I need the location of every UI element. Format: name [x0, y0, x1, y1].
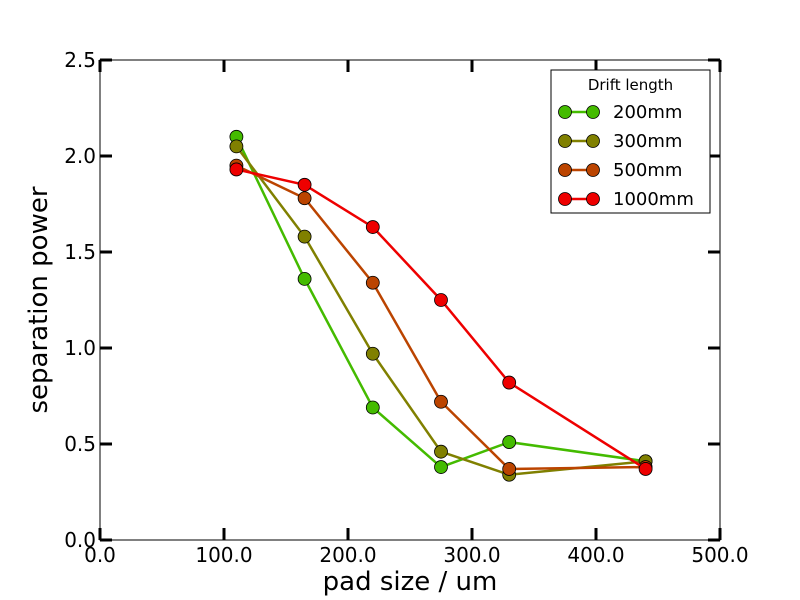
legend-swatch-marker: [586, 192, 600, 206]
data-point-1000mm: [365, 220, 380, 234]
y-tick-label: 2.0: [64, 144, 96, 168]
legend-swatch-marker: [586, 134, 600, 148]
data-point-200mm: [365, 400, 380, 415]
y-tick-label: 0.5: [64, 432, 96, 456]
legend-title: Drift length: [588, 76, 673, 94]
series-line-300mm: [235, 145, 646, 476]
data-point-1000mm: [229, 162, 244, 177]
axes-frame: [99, 59, 721, 541]
data-point-500mm: [297, 191, 312, 206]
legend-swatch-marker: [558, 192, 572, 206]
legend-label: 300mm: [613, 131, 682, 152]
data-point-300mm: [434, 444, 448, 459]
data-point-1000mm: [434, 293, 448, 307]
legend-swatch-marker: [586, 105, 600, 119]
data-point-500mm: [502, 462, 517, 476]
data-point-300mm: [229, 139, 244, 154]
y-axis-label: separation power: [24, 186, 54, 413]
x-tick-label: 400.0: [567, 543, 624, 567]
data-point-200mm: [502, 435, 517, 449]
x-tick-label: 200.0: [319, 543, 376, 567]
data-point-500mm: [434, 394, 448, 409]
y-tick-label: 1.0: [64, 336, 96, 360]
data-point-500mm: [365, 275, 380, 290]
data-point-200mm: [297, 271, 312, 286]
series-line-500mm: [235, 164, 646, 471]
x-tick-label: 100.0: [195, 543, 252, 567]
legend-swatch-marker: [558, 163, 572, 177]
series-line-1000mm: [236, 168, 647, 471]
x-tick-label: 500.0: [691, 543, 748, 567]
y-tick-label: 0.0: [64, 528, 96, 552]
data-point-200mm: [434, 460, 448, 474]
legend-label: 500mm: [613, 160, 682, 181]
legend-swatch-marker: [558, 134, 572, 148]
x-axis-label: pad size / um: [323, 567, 498, 597]
series-line-200mm: [235, 136, 646, 469]
legend-swatch-marker: [558, 105, 572, 119]
y-tick-label: 2.5: [64, 48, 96, 72]
data-point-1000mm: [297, 177, 312, 192]
x-tick-label: 300.0: [443, 543, 500, 567]
data-point-300mm: [365, 346, 380, 361]
legend-label: 200mm: [613, 102, 682, 123]
data-point-300mm: [297, 229, 312, 244]
legend-swatch-marker: [586, 163, 600, 177]
plot-area: 0.0 100.0 200.0 300.0 400.0 500.0 0.0 0.5 1.0 1.5…: [24, 48, 749, 597]
data-point-1000mm: [502, 375, 517, 390]
y-tick-label: 1.5: [64, 240, 96, 264]
data-point-1000mm: [638, 462, 653, 476]
legend-label: 1000mm: [613, 189, 694, 210]
x-tick-label: 0.0: [84, 543, 116, 567]
